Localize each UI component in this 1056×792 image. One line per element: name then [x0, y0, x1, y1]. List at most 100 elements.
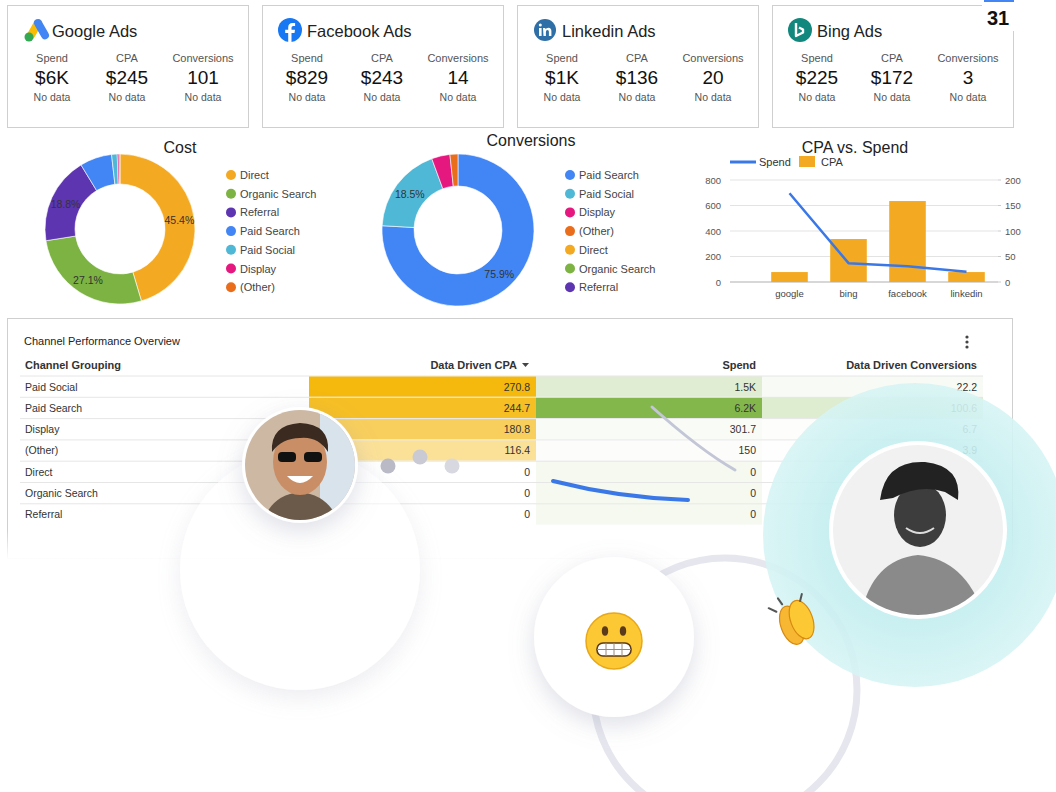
- dashboard: Google AdsSpend$6KNo dataCPA$245No dataC…: [0, 0, 1056, 792]
- metric-value: $6K: [35, 67, 69, 88]
- logo-part: [33, 18, 51, 41]
- table-title: Channel Performance Overview: [24, 335, 180, 347]
- legend-swatch: [565, 189, 575, 199]
- bar: [830, 239, 867, 282]
- typing-dot: [413, 450, 428, 465]
- table-cell: 0: [524, 466, 530, 478]
- clap-spark: [769, 606, 777, 614]
- heat-cell: [536, 440, 762, 460]
- data-label: 18.5%: [395, 188, 425, 200]
- card-frame: [8, 6, 249, 128]
- table-cell: 150: [738, 444, 756, 456]
- legend-swatch: [565, 226, 575, 236]
- tick-label: 200: [705, 251, 721, 262]
- clap-spark: [778, 598, 782, 605]
- sort-icon: [522, 363, 529, 367]
- avatar-shirt: [860, 555, 985, 620]
- metric-note: No data: [799, 91, 836, 103]
- legend-entry: (Other): [240, 281, 275, 293]
- avatar-shirt: [262, 492, 340, 525]
- metric-label: Spend: [291, 52, 323, 64]
- logo-part: [539, 24, 542, 27]
- bar: [889, 201, 926, 282]
- metric-note: No data: [34, 91, 71, 103]
- metric-value: 20: [702, 67, 723, 88]
- logo-part: [278, 18, 302, 42]
- tick-label: 0: [1005, 277, 1010, 288]
- legend-entry: Direct: [579, 244, 608, 256]
- logo-part: [543, 28, 551, 36]
- metric-value: 101: [187, 67, 219, 88]
- table-cell: Referral: [25, 508, 62, 520]
- tick-mark: [998, 231, 1001, 232]
- column-header: Spend: [722, 359, 756, 371]
- metric-value: 14: [447, 67, 469, 88]
- tick-label: 800: [705, 175, 721, 186]
- legend-swatch: [226, 189, 236, 199]
- grid-line: [730, 231, 998, 232]
- emoji-teeth: [597, 643, 631, 656]
- slice: [432, 154, 454, 188]
- donut-chart: Cost45.4%27.1%18.8%DirectOrganic SearchR…: [45, 139, 316, 304]
- legend-entry: Paid Search: [240, 225, 300, 237]
- chart-title: Conversions: [487, 132, 576, 149]
- legend-entry: Paid Social: [240, 244, 295, 256]
- metric-note: No data: [364, 91, 401, 103]
- tick-label: 0: [716, 277, 721, 288]
- row-divider: [20, 376, 983, 377]
- metric-value: $225: [796, 67, 838, 88]
- metric-label: CPA: [881, 52, 903, 64]
- clap-emoji: [767, 590, 820, 650]
- emoji-eye: [602, 626, 608, 636]
- legend-swatch: [730, 161, 756, 164]
- plot-area: [771, 193, 985, 282]
- data-label: 45.4%: [164, 214, 194, 226]
- category-label: linkedin: [950, 288, 982, 299]
- metric-note: No data: [619, 91, 656, 103]
- emoji-teeth: [614, 643, 615, 656]
- metric-note: No data: [544, 91, 581, 103]
- logo-part: [534, 19, 556, 41]
- metric-label: Spend: [546, 52, 578, 64]
- table-cell: Organic Search: [25, 487, 98, 499]
- legend-swatch: [565, 282, 575, 292]
- table-cell: 6.2K: [734, 402, 756, 414]
- table-cell: 301.7: [730, 423, 756, 435]
- teal-halo: [763, 383, 1056, 687]
- tick-mark: [998, 205, 1001, 206]
- heat-cell: [309, 398, 536, 418]
- avatar-glasses: [304, 452, 322, 462]
- table-cell: Direct: [25, 466, 53, 478]
- legend-entry: CPA: [821, 156, 843, 168]
- logo-part: [25, 33, 34, 42]
- tick-mark: [998, 256, 1001, 257]
- tick-mark: [998, 180, 1001, 181]
- combo-chart: CPA vs. Spend0200400600800050100150200go…: [705, 139, 1021, 299]
- card-title: Linkedin Ads: [562, 22, 656, 40]
- metric-value: $1K: [545, 67, 579, 88]
- typing-dot: [381, 459, 396, 474]
- legend-swatch: [226, 245, 236, 255]
- metric-value: $172: [871, 67, 913, 88]
- tick-label: 150: [1005, 200, 1021, 211]
- kpi-card: Linkedin AdsSpend$1KNo dataCPA$136No dat…: [518, 6, 759, 128]
- avatar-smile: [906, 528, 934, 533]
- table-cell: 1.5K: [734, 381, 756, 393]
- chart-title: Cost: [164, 139, 197, 156]
- heat-cell: [536, 419, 762, 439]
- donut-chart: Conversions75.9%18.5%Paid SearchPaid Soc…: [382, 132, 655, 306]
- line: [790, 193, 967, 272]
- metric-label: Spend: [36, 52, 68, 64]
- hand: [784, 597, 818, 642]
- avatar-bg: [830, 440, 1010, 620]
- metric-value: $243: [361, 67, 403, 88]
- grid-line: [730, 205, 998, 206]
- legend-entry: Spend: [759, 156, 791, 168]
- category-label: bing: [840, 288, 858, 299]
- chart-title: CPA vs. Spend: [802, 139, 908, 156]
- kpi-card: Bing AdsSpend$225No dataCPA$172No dataCo…: [773, 6, 1014, 128]
- metric-value: $136: [616, 67, 658, 88]
- logo-part: [788, 18, 812, 42]
- legend-entry: Referral: [240, 206, 279, 218]
- avatar-hair: [272, 423, 328, 452]
